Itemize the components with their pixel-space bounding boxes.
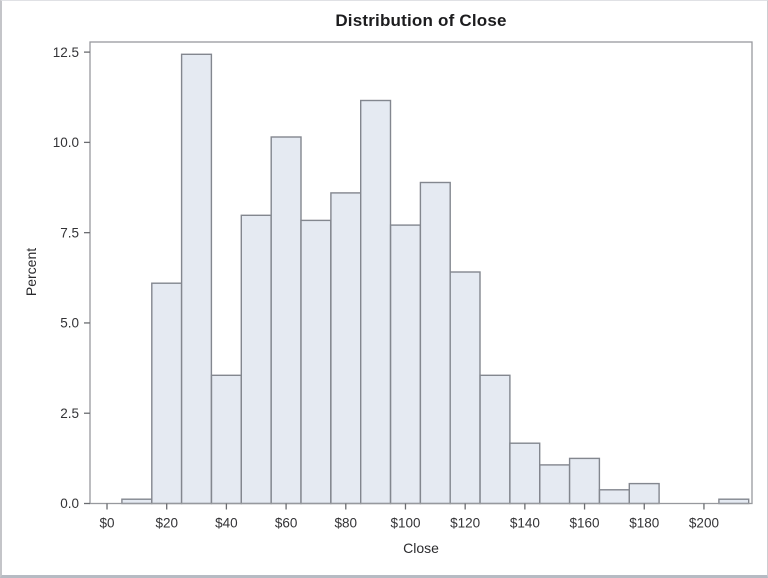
x-tick-label: $160 — [570, 516, 600, 531]
y-axis-title: Percent — [23, 247, 39, 297]
histogram-bar — [479, 374, 511, 505]
x-tick-label: $20 — [155, 516, 178, 531]
x-tick-label: $200 — [689, 516, 719, 531]
histogram-bar — [628, 482, 660, 505]
y-tick-label: 5.0 — [60, 316, 79, 331]
y-tick-label: 0.0 — [60, 496, 79, 511]
histogram-bar — [360, 99, 392, 505]
x-tick-label: $40 — [215, 516, 238, 531]
y-tick-label: 12.5 — [53, 45, 79, 60]
chart-title: Distribution of Close — [335, 11, 507, 30]
histogram-bar — [389, 224, 422, 505]
histogram-bar — [598, 489, 630, 505]
histogram-bar — [419, 181, 451, 505]
y-tick-label: 10.0 — [53, 135, 79, 150]
plot-frame — [89, 41, 753, 505]
x-tick-label: $100 — [390, 516, 420, 531]
histogram-bar — [151, 282, 183, 505]
histogram-bar — [539, 464, 571, 505]
histogram-bar — [449, 271, 481, 505]
histogram-bar — [509, 442, 541, 505]
y-tick-label: 2.5 — [60, 406, 79, 421]
x-tick-label: $180 — [629, 516, 659, 531]
histogram-bar — [300, 219, 332, 505]
histogram-bar — [210, 374, 242, 505]
x-tick-label: $80 — [335, 516, 358, 531]
histogram-bar — [180, 53, 213, 505]
histogram-bar — [240, 214, 272, 505]
x-tick-label: $60 — [275, 516, 298, 531]
y-tick-label: 7.5 — [60, 225, 79, 240]
x-tick-label: $140 — [510, 516, 540, 531]
histogram-bar — [270, 136, 302, 505]
histogram-bar — [568, 457, 601, 505]
histogram-bar — [330, 192, 362, 505]
x-tick-label: $0 — [99, 516, 114, 531]
x-axis-title: Close — [403, 540, 439, 556]
x-tick-label: $120 — [450, 516, 480, 531]
